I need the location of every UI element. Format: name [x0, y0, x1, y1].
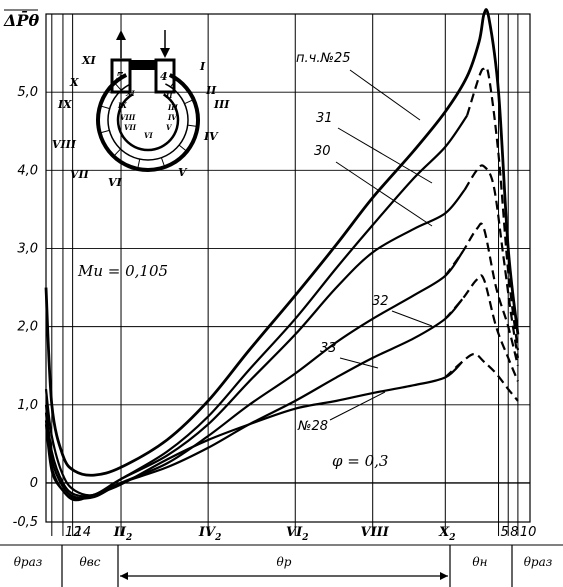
series-label: 33: [320, 341, 337, 356]
y-tick-label: 1,0: [17, 398, 38, 413]
y-tick-label: 4,0: [17, 163, 38, 178]
inset-label-left: VII: [70, 168, 90, 181]
x-tick-label: VIII: [361, 525, 390, 540]
series-labels: п.ч.№25 31 30 32 33 №28 Mи = 0,105 φ = 0,3: [77, 51, 433, 470]
series-label-leader: [329, 391, 386, 421]
series-line-dashed: [463, 164, 519, 359]
series-group: [44, 8, 520, 502]
inset-label-left: VI: [108, 176, 123, 189]
inset-divider: [137, 159, 141, 170]
series-label: №28: [297, 419, 328, 434]
annotation-mu: Mи = 0,105: [77, 262, 168, 280]
x-tick-label: X2: [438, 525, 455, 543]
zone-label: θр: [277, 555, 292, 569]
inset-inner-label: IV: [167, 113, 178, 122]
series-label: п.ч.№25: [296, 51, 351, 66]
inset-label-right: V: [178, 166, 188, 179]
inset-divider: [184, 99, 194, 105]
inset-port-right: [154, 58, 176, 94]
inset-divider: [160, 157, 166, 168]
inset-outer-ring: [96, 73, 200, 172]
inset-inner-label: V: [166, 123, 173, 132]
x-tick-label: 5: [501, 525, 509, 540]
inset-label-left: IX: [57, 98, 72, 111]
series-line: [44, 8, 520, 477]
inset-bridge: [130, 60, 156, 70]
x-tick-label: 8: [510, 525, 518, 540]
inset-divider: [187, 124, 198, 127]
inset-divider: [170, 78, 177, 88]
series-line: [44, 251, 464, 500]
inset-arrowhead-down: [160, 48, 170, 58]
series-line: [44, 114, 468, 497]
y-tick-label: 3,0: [17, 241, 38, 256]
y-axis-label: ΔP̄θ: [3, 10, 39, 30]
y-tick-label: 5,0: [17, 85, 38, 100]
zone-label: θвс: [80, 555, 101, 569]
series-line: [44, 189, 466, 498]
inset-divider: [113, 148, 121, 157]
series-label-leader: [335, 161, 433, 227]
inset-label-left: XI: [81, 54, 97, 67]
series-label-leader: [391, 310, 433, 327]
inset-port-left: [110, 58, 132, 94]
zone-label: θраз: [524, 555, 553, 569]
inset-inner-ring: [116, 93, 180, 152]
zone-label: θраз: [14, 555, 43, 569]
inset-divider: [114, 82, 122, 91]
inset-divider: [99, 129, 110, 134]
series-line-dashed: [444, 274, 519, 382]
series-line: [44, 298, 464, 500]
inset-inner-label: XI: [125, 89, 135, 98]
y-tick-label: 0: [30, 476, 38, 491]
inset-port-number: 4: [160, 70, 168, 83]
inset-label-right: III: [213, 98, 230, 111]
inset-inner-label: VI: [144, 131, 153, 140]
inset-label-right: IV: [203, 130, 219, 143]
x-tick-label: VI2: [286, 525, 308, 543]
annotation-phi: φ = 0,3: [332, 452, 388, 470]
x-tick-label: 12: [65, 525, 82, 540]
x-tick-label: IV2: [198, 525, 221, 543]
inset-port-number: 5: [116, 70, 124, 83]
inset-inner-label: VII: [124, 123, 137, 132]
inset-arrowhead-up: [116, 30, 126, 40]
inset-divider: [99, 105, 110, 110]
series-label-leader: [337, 127, 433, 184]
x-tick-label: II2: [113, 525, 132, 543]
y-tick-label: -0,5: [13, 515, 38, 530]
zone-label: θн: [472, 555, 487, 569]
series-line-dashed: [444, 352, 519, 402]
inset-inner-label: III: [167, 103, 179, 112]
inset-label-right: II: [205, 84, 217, 97]
inset-label-left: X: [69, 76, 79, 89]
series-label: 31: [316, 111, 333, 126]
y-tick-label: 2,0: [17, 320, 38, 335]
series-label: 30: [314, 144, 331, 159]
inset-inner-label: VIII: [120, 113, 136, 122]
inset-label-left: VIII: [52, 138, 77, 151]
series-line-dashed: [444, 222, 519, 366]
zone-arrowhead-right: [440, 572, 448, 580]
series-label-leader: [339, 357, 379, 369]
zone-arrowhead-left: [120, 572, 128, 580]
series-label-leader: [349, 69, 421, 121]
series-label: 32: [372, 294, 389, 309]
inset-divider: [178, 144, 188, 152]
inset-inner-label: II: [165, 91, 173, 100]
inset-middle-ring: [107, 83, 189, 161]
y-axis: 5,0 4,0 3,0 2,0 1,0 0 -0,5 ΔP̄θ: [3, 9, 39, 530]
inset-inner-label: IX: [117, 101, 127, 110]
series-line-dashed: [466, 66, 519, 351]
x-tick-label: 10: [520, 525, 537, 540]
inset-label-right: I: [199, 60, 206, 73]
series-line: [44, 360, 464, 502]
x-tick-label: 14: [75, 525, 92, 540]
zone-bar: θраз θвс θр θн θраз: [0, 544, 563, 587]
